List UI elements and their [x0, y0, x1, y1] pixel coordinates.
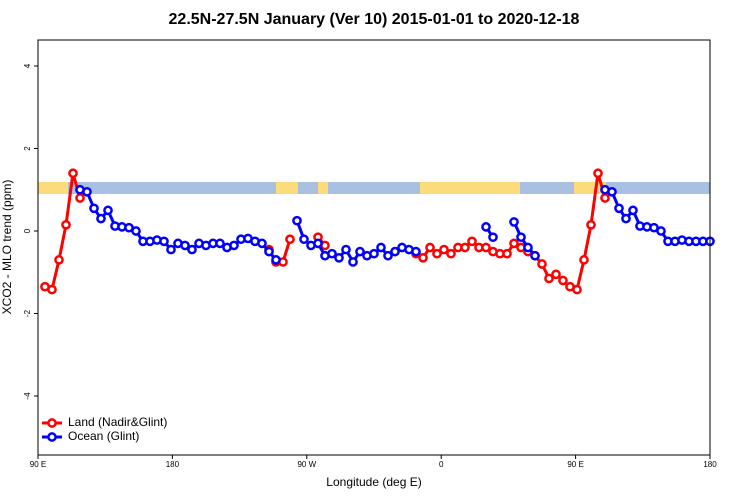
x-tick-label: 90 W [297, 460, 316, 469]
data-point [180, 240, 190, 251]
data-point [61, 219, 71, 230]
data-point [523, 242, 533, 253]
data-point [68, 168, 78, 179]
data-point [229, 240, 239, 251]
data-point [96, 213, 106, 224]
data-point [488, 232, 498, 243]
data-point [530, 250, 540, 261]
map-strip [38, 182, 710, 194]
data-point [348, 257, 358, 267]
data-point [187, 244, 197, 255]
data-point [607, 186, 617, 197]
data-point [341, 244, 351, 255]
data-point [537, 259, 547, 269]
data-point [579, 255, 589, 265]
y-tick-label: 4 [23, 63, 32, 68]
y-axis-label: XCO2 - MLO trend (ppm) [0, 180, 14, 315]
data-point [166, 244, 176, 255]
data-line [79, 188, 278, 261]
data-point [418, 252, 428, 263]
data-point [383, 250, 393, 261]
data-point [593, 168, 603, 179]
data-point [54, 255, 64, 265]
data-point [600, 193, 610, 203]
data-point [558, 275, 568, 286]
legend-marker [47, 418, 57, 428]
data-point [411, 246, 421, 257]
data-point [313, 238, 323, 249]
data-point [572, 284, 582, 295]
data-point [327, 248, 337, 259]
data-point [82, 186, 92, 197]
data-point [257, 238, 267, 249]
data-point [628, 205, 638, 216]
legend-label: Land (Nadir&Glint) [68, 415, 167, 429]
x-tick-label: 90 E [567, 460, 583, 469]
data-point [460, 242, 470, 253]
data-point [75, 193, 85, 203]
data-point [215, 238, 225, 249]
data-point [264, 246, 274, 257]
data-point [656, 226, 666, 236]
data-point [432, 248, 442, 259]
data-point [425, 242, 435, 253]
data-point [614, 203, 624, 214]
data-point [439, 244, 449, 255]
data-line [512, 221, 537, 257]
data-point [299, 234, 309, 245]
data-point [159, 236, 169, 247]
data-point [89, 203, 99, 214]
plot-frame [37, 39, 711, 456]
x-tick-label: 0 [439, 460, 444, 469]
data-point [369, 248, 379, 259]
y-tick-label: -4 [23, 392, 32, 400]
data-point [292, 215, 302, 226]
data-point [502, 248, 512, 259]
chart-title: 22.5N-27.5N January (Ver 10) 2015-01-01 … [169, 11, 580, 28]
data-point [481, 242, 491, 253]
data-point [446, 248, 456, 259]
data-point [131, 226, 141, 236]
data-point [621, 213, 631, 224]
data-point [516, 232, 526, 243]
data-point [481, 222, 491, 232]
x-tick-label: 90 E [30, 460, 46, 469]
data-point [271, 255, 281, 265]
data-point [47, 284, 57, 295]
data-point [586, 219, 596, 230]
y-tick-label: 0 [23, 228, 32, 233]
data-point [376, 242, 386, 253]
legend-marker [47, 432, 57, 442]
data-point [103, 205, 113, 216]
data-point [285, 234, 295, 245]
data-point [355, 246, 365, 257]
data-point [467, 236, 477, 247]
x-tick-label: 180 [703, 460, 717, 469]
x-axis-label: Longitude (deg E) [326, 475, 421, 489]
data-point [544, 273, 554, 284]
data-point [390, 246, 400, 257]
data-point [551, 269, 561, 280]
x-tick-label: 180 [166, 460, 180, 469]
plot-area [40, 168, 715, 295]
data-point [334, 252, 344, 263]
y-tick-label: -2 [23, 309, 32, 317]
y-tick-label: 2 [23, 146, 32, 151]
legend-label: Ocean (Glint) [68, 429, 139, 443]
data-point [509, 238, 519, 249]
data-point [509, 217, 519, 227]
